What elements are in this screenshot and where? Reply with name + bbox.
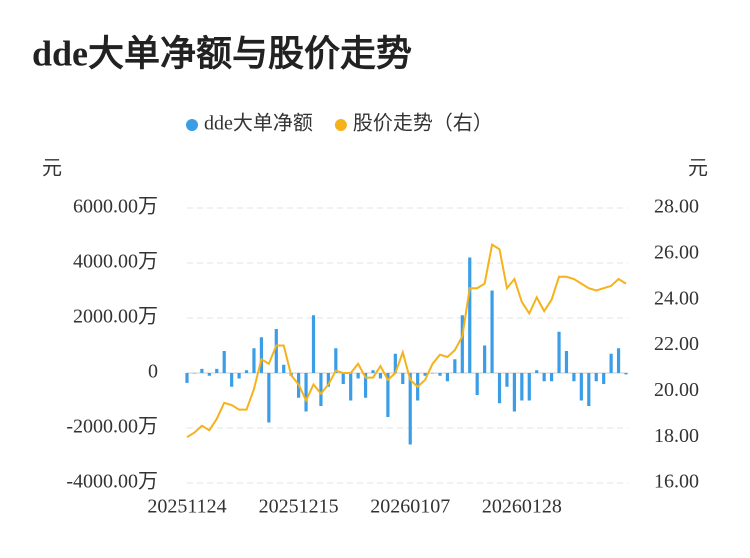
- y2-tick-label: 24.00: [654, 287, 699, 309]
- y-tick-label: 2000.00万: [73, 306, 158, 328]
- y-unit: 元: [42, 158, 62, 180]
- bar: [460, 315, 464, 373]
- bar: [341, 373, 345, 384]
- bar: [274, 329, 278, 373]
- bar: [349, 373, 353, 401]
- bar: [572, 373, 576, 382]
- bar: [386, 373, 390, 417]
- bar: [490, 290, 494, 373]
- bar: [282, 364, 286, 373]
- bar: [356, 373, 360, 379]
- x-tick-label: 20260107: [370, 496, 450, 518]
- bar: [520, 373, 524, 401]
- y2-tick-label: 20.00: [654, 379, 699, 401]
- bar: [557, 331, 561, 373]
- bar: [542, 373, 546, 382]
- bar: [497, 373, 502, 404]
- bar: [378, 373, 383, 379]
- bar: [207, 373, 211, 376]
- x-tick-label: 20260128: [482, 496, 562, 518]
- y2-tick-label: 28.00: [654, 196, 699, 218]
- bar: [483, 345, 487, 373]
- bar: [185, 373, 189, 383]
- bar: [438, 373, 442, 376]
- bar: [319, 373, 323, 406]
- y-tick-label: 6000.00万: [73, 196, 158, 218]
- y2-tick-label: 22.00: [654, 333, 699, 355]
- bar: [192, 373, 197, 374]
- bar: [624, 373, 628, 375]
- legend-label: 股价走势（右）: [353, 112, 493, 135]
- bar: [423, 373, 427, 376]
- y-tick-label: -4000.00万: [66, 471, 158, 493]
- bar: [408, 373, 412, 445]
- bar: [453, 359, 457, 373]
- bar: [237, 373, 241, 379]
- bar: [535, 370, 539, 373]
- bar: [371, 370, 375, 373]
- bar: [304, 373, 308, 412]
- bar: [401, 373, 405, 384]
- bar: [609, 353, 613, 373]
- y-tick-label: 4000.00万: [73, 251, 158, 273]
- bar: [267, 373, 271, 423]
- bar: [311, 315, 316, 373]
- y-tick-label: 0: [148, 361, 158, 383]
- bar: [445, 373, 450, 382]
- bar: [549, 373, 554, 382]
- bar: [602, 373, 606, 384]
- bar: [616, 348, 621, 373]
- bar: [564, 351, 569, 373]
- y-tick-label: -2000.00万: [66, 416, 158, 438]
- bar: [326, 373, 330, 387]
- bar: [587, 373, 591, 406]
- bar: [505, 373, 509, 387]
- bar: [230, 373, 234, 387]
- bar: [579, 373, 583, 401]
- x-tick-label: 20251215: [259, 496, 339, 518]
- bar: [527, 373, 531, 401]
- bar: [244, 370, 249, 373]
- bar: [252, 348, 256, 373]
- bar: [475, 373, 479, 395]
- bar: [259, 337, 264, 373]
- bar: [363, 373, 368, 398]
- legend-marker: [334, 119, 347, 131]
- bar: [222, 351, 226, 373]
- price-line: [186, 243, 627, 439]
- legend-marker: [186, 119, 198, 131]
- legend-label: dde大单净额: [204, 112, 313, 135]
- legend: dde大单净额 股价走势（右）: [186, 112, 493, 135]
- y2-tick-label: 16.00: [654, 471, 699, 493]
- bar: [215, 368, 219, 373]
- bar: [393, 353, 397, 373]
- bar: [468, 257, 472, 373]
- y2-unit: 元: [688, 158, 708, 180]
- bar: [430, 373, 435, 374]
- y2-tick-label: 18.00: [654, 425, 699, 447]
- bar: [512, 373, 516, 412]
- bar: [594, 373, 598, 382]
- bar: [200, 368, 204, 373]
- x-tick-label: 20251124: [147, 496, 226, 518]
- bar: [334, 348, 338, 373]
- chart-title: dde大单净额与股价走势: [32, 33, 412, 73]
- y2-tick-label: 26.00: [654, 241, 699, 263]
